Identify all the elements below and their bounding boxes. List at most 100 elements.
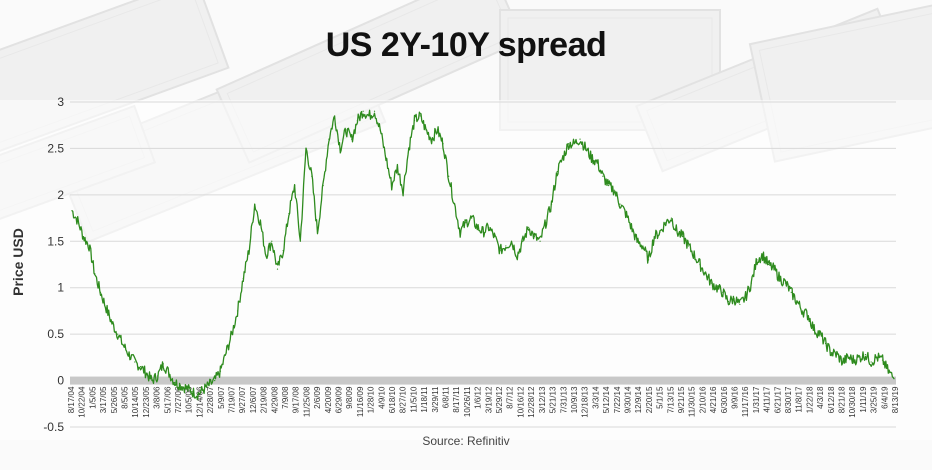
data-point [682,236,684,238]
data-point [710,282,712,284]
data-point [847,356,849,358]
data-point [779,277,781,280]
x-tick-label: 10/26/11 [463,386,472,417]
x-tick-label: 1/11/19 [859,386,868,413]
data-point [157,375,159,377]
data-point [77,220,79,222]
data-point [813,328,815,331]
x-tick-label: 9/21/15 [677,386,686,413]
gridlines [70,101,896,428]
data-point [242,277,244,280]
data-point [636,240,638,242]
data-point [413,119,416,122]
x-tick-label: 6/4/19 [880,386,889,409]
data-point [625,212,627,215]
data-point [499,249,501,252]
data-point [859,356,861,358]
data-point [699,263,701,266]
data-point [254,203,256,205]
data-point [756,259,758,261]
data-point [174,381,176,384]
data-point [288,212,290,215]
data-point [271,240,273,242]
x-tick-label: 11/17/16 [741,386,750,417]
x-tick-label: 3/12/13 [538,386,547,413]
x-tick-label: 1/31/17 [752,386,761,413]
x-tick-label: 9/9/16 [730,386,739,409]
data-point [619,203,621,205]
data-point [522,240,524,242]
data-point [391,184,393,187]
y-tick-label: 0.5 [47,327,64,341]
x-tick-label: 3/29/11 [431,386,440,413]
x-tick-label: 12/6/07 [249,386,258,413]
x-tick-label: 6/29/09 [335,386,344,413]
x-tick-label: 7/31/13 [559,386,568,413]
data-point [225,352,227,354]
y-axis-label: Price USD [10,228,26,296]
data-point [139,366,142,368]
data-point [128,353,130,356]
x-tick-label: 6/30/16 [720,386,729,413]
x-tick-label: 6/8/11 [442,386,451,408]
data-point [881,359,884,361]
data-point [379,129,381,131]
x-tick-label: 2/10/16 [698,386,707,413]
y-tick-label: -0.5 [43,420,64,434]
x-tick-label: 1/22/18 [805,386,814,413]
data-point [842,361,844,363]
data-point [579,138,581,140]
data-point [784,282,787,284]
data-point [94,273,96,275]
data-point [316,231,319,233]
data-point [259,222,261,224]
x-tick-label: 4/11/17 [763,386,772,413]
x-tick-label: 7/13/15 [666,386,675,413]
data-point [373,110,376,112]
data-point [339,147,341,150]
x-tick-label: 5/12/14 [602,386,611,413]
x-tick-label: 12/18/13 [581,386,590,418]
data-point [744,296,747,298]
y-tick-label: 1.5 [47,234,64,248]
data-point [493,236,496,238]
y-tick-label: 3 [57,95,64,109]
x-tick-label: 10/16/12 [516,386,525,418]
data-point [516,254,518,256]
x-tick-label: 11/16/09 [356,386,365,417]
x-tick-label: 7/9/08 [281,386,290,409]
data-point [836,353,838,356]
x-tick-label: 10/14/05 [131,386,140,418]
data-point [134,361,136,363]
data-point [168,372,170,374]
x-tick-label: 1/28/10 [367,386,376,413]
data-point [282,249,284,252]
y-tick-label: 0 [57,374,64,388]
data-point [208,384,210,386]
x-tick-label: 11/8/17 [795,386,804,413]
x-tick-label: 12/23/05 [142,386,151,418]
data-point [448,175,450,177]
data-point [465,222,467,224]
data-point [887,370,889,372]
data-point [676,231,678,233]
data-point [545,222,547,224]
x-tick-label: 5/26/05 [110,386,119,413]
data-point [642,245,644,247]
data-point [705,273,707,275]
data-point [585,147,587,150]
data-point [665,222,667,224]
data-point [333,115,336,117]
x-tick-label: 8/13/19 [891,386,900,413]
x-tick-label: 1/18/11 [420,386,429,413]
x-tick-label: 12/9/14 [634,386,643,413]
x-tick-label: 10/22/04 [78,386,87,418]
data-point [453,203,456,205]
data-point [436,129,438,131]
x-tick-label: 1/5/05 [88,386,97,409]
data-point [607,184,610,187]
x-tick-label: 6/12/18 [827,386,836,413]
x-tick-label: 3/25/19 [870,386,879,413]
x-tick-label: 3/8/06 [153,386,162,409]
x-tick-label: 7/22/14 [613,386,622,413]
